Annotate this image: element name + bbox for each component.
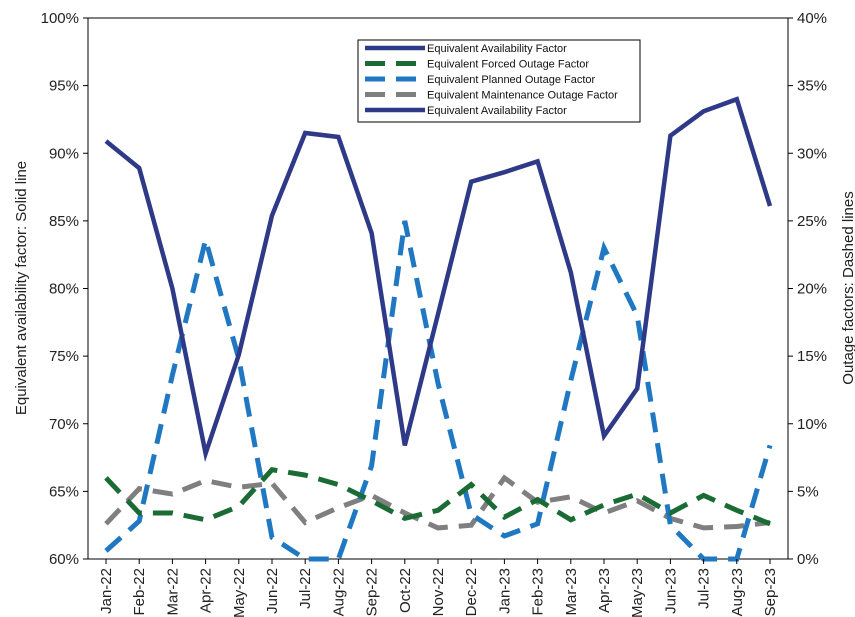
x-tick-label: Feb-23 [530,568,547,616]
y-axis-title: Equivalent availability factor: Solid li… [13,161,30,415]
x-tick-label: May-23 [629,568,646,617]
legend-entry-label: Equivalent Planned Outage Factor [427,74,596,86]
x-tick-label: Jul-22 [297,568,314,609]
y2-tick-label: 20% [797,281,827,298]
x-tick-label: Jan-22 [98,568,115,614]
y-tick-label: 65% [49,483,79,500]
x-tick-label: Oct-22 [397,568,414,613]
y-tick-label: 80% [49,281,79,298]
y-tick-label: 70% [49,416,79,433]
legend-entry-label: Equivalent Availability Factor [427,43,567,55]
x-tick-label: Mar-22 [164,568,181,616]
x-tick-label: Mar-23 [563,568,580,616]
x-tick-label: Dec-22 [463,568,480,616]
y-tick-label: 90% [49,145,79,162]
y2-tick-label: 0% [797,551,819,568]
x-tick-label: Sep-22 [364,568,381,616]
x-tick-label: Nov-22 [430,568,447,616]
y-tick-label: 75% [49,348,79,365]
series-line-equivalent-maintenance-outage-factor [104,474,771,531]
legend: Equivalent Availability Factor Equivalent… [357,39,641,123]
x-tick-label: Aug-23 [729,568,746,616]
y2-tick-label: 10% [797,416,827,433]
x-tick-label: Apr-23 [596,568,613,613]
y-tick-label: 100% [41,10,79,27]
y2-tick-label: 30% [797,145,827,162]
series-line-equivalent-forced-outage-factor [104,467,771,527]
y2-tick-label: 5% [797,483,819,500]
y2-tick-label: 40% [797,10,827,27]
x-tick-label: Apr-22 [198,568,215,613]
x-tick-label: Aug-22 [330,568,347,616]
y2-axis-title: Outage factors: Dashed lines [840,191,855,384]
x-tick-label: Jul-23 [696,568,713,609]
series-layer [104,96,773,562]
legend-entry-label: Equivalent Availability Factor [427,105,567,117]
y-tick-label: 95% [49,78,79,95]
legend-entry-label: Equivalent Forced Outage Factor [427,59,589,71]
y2-tick-label: 15% [797,348,827,365]
y2-tick-label: 25% [797,213,827,230]
x-tick-label: Jun-23 [662,568,679,614]
y-tick-label: 60% [49,551,79,568]
x-tick-label: Jun-22 [264,568,281,614]
x-tick-label: Jan-23 [496,568,513,614]
legend-entry-label: Equivalent Maintenance Outage Factor [427,90,618,102]
series-line-equivalent-availability-factor [104,96,773,463]
x-tick-label: May-22 [231,568,248,617]
series-line-equivalent-planned-outage-factor [104,220,773,562]
x-tick-label: Sep-23 [762,568,779,616]
x-tick-label: Feb-22 [131,568,148,616]
y2-tick-label: 35% [797,78,827,95]
y-tick-label: 85% [49,213,79,230]
tick-layer: 60% 65% 70% 75% 80% 85% 90% 95% 100% 0% 5% 10% 15% 20… [41,10,827,617]
